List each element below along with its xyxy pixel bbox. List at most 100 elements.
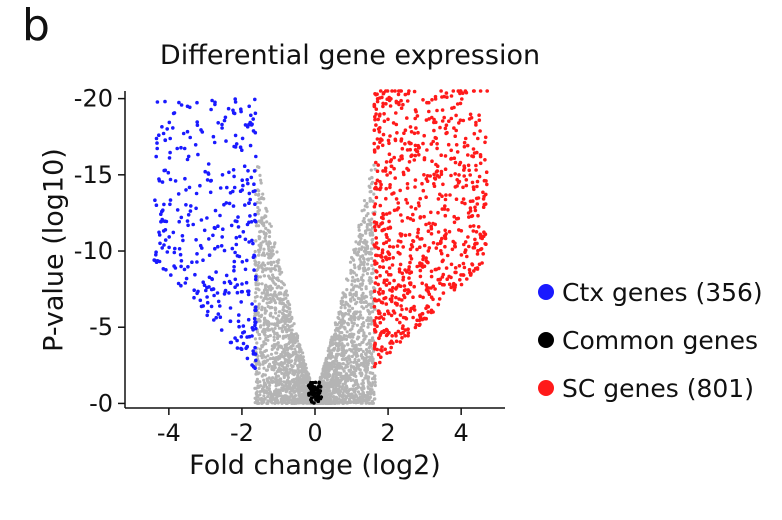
- point-sc: [376, 117, 381, 122]
- point-ctx: [166, 170, 171, 175]
- point-nonsignificant: [253, 386, 257, 390]
- point-sc: [429, 308, 434, 313]
- point-nonsignificant: [276, 341, 280, 345]
- point-nonsignificant: [268, 300, 272, 305]
- point-sc: [372, 364, 377, 369]
- point-nonsignificant: [337, 393, 342, 397]
- point-sc: [444, 123, 449, 127]
- point-nonsignificant: [255, 398, 259, 402]
- point-ctx: [252, 268, 256, 272]
- point-nonsignificant: [258, 201, 262, 205]
- point-sc: [475, 179, 480, 184]
- point-nonsignificant: [344, 311, 348, 316]
- point-sc: [447, 119, 451, 123]
- point-nonsignificant: [257, 253, 261, 257]
- point-nonsignificant: [264, 206, 268, 210]
- point-nonsignificant: [290, 324, 294, 328]
- point-sc: [390, 89, 394, 93]
- point-nonsignificant: [264, 239, 268, 243]
- point-ctx: [229, 223, 234, 228]
- point-nonsignificant: [258, 319, 262, 323]
- point-sc: [379, 182, 383, 187]
- point-nonsignificant: [275, 331, 279, 335]
- point-nonsignificant: [354, 343, 358, 347]
- point-sc: [434, 267, 439, 272]
- point-nonsignificant: [261, 360, 265, 364]
- point-sc: [424, 177, 429, 181]
- point-sc: [393, 89, 397, 93]
- point-sc: [378, 179, 382, 184]
- point-nonsignificant: [331, 365, 335, 369]
- point-ctx: [233, 250, 237, 255]
- point-sc: [394, 287, 398, 291]
- point-nonsignificant: [344, 388, 348, 392]
- point-nonsignificant: [365, 342, 369, 346]
- point-nonsignificant: [368, 332, 372, 336]
- point-nonsignificant: [359, 287, 364, 291]
- point-nonsignificant: [254, 239, 258, 243]
- point-nonsignificant: [277, 345, 281, 349]
- point-ctx: [213, 208, 218, 213]
- point-nonsignificant: [272, 338, 276, 342]
- point-nonsignificant: [342, 320, 347, 324]
- point-nonsignificant: [264, 214, 268, 218]
- point-nonsignificant: [273, 401, 277, 405]
- point-ctx: [218, 315, 223, 320]
- point-sc: [461, 185, 465, 190]
- point-sc: [480, 236, 485, 241]
- point-sc: [449, 173, 453, 178]
- point-nonsignificant: [369, 305, 373, 309]
- point-nonsignificant: [360, 283, 364, 287]
- point-nonsignificant: [351, 324, 355, 328]
- point-nonsignificant: [302, 393, 306, 397]
- point-nonsignificant: [265, 289, 269, 293]
- point-sc: [380, 248, 385, 252]
- point-nonsignificant: [336, 372, 340, 376]
- legend-item-sc: SC genes (801): [538, 364, 763, 412]
- point-nonsignificant: [292, 401, 296, 405]
- point-sc: [413, 185, 417, 189]
- point-sc: [474, 120, 478, 125]
- point-ctx: [250, 302, 254, 306]
- point-nonsignificant: [259, 354, 263, 358]
- point-ctx: [244, 346, 248, 351]
- point-sc: [385, 173, 389, 177]
- point-nonsignificant: [304, 366, 308, 370]
- point-sc: [406, 168, 411, 172]
- point-nonsignificant: [339, 399, 344, 403]
- point-nonsignificant: [255, 370, 259, 374]
- point-nonsignificant: [260, 282, 264, 286]
- point-sc: [379, 348, 383, 352]
- point-nonsignificant: [265, 377, 269, 381]
- point-sc: [410, 306, 414, 311]
- point-sc: [398, 188, 403, 193]
- point-nonsignificant: [359, 255, 363, 259]
- point-nonsignificant: [275, 351, 279, 355]
- point-sc: [427, 100, 431, 105]
- point-nonsignificant: [362, 241, 366, 245]
- point-sc: [390, 289, 394, 293]
- point-ctx: [159, 219, 163, 224]
- point-ctx: [239, 290, 244, 294]
- point-nonsignificant: [372, 375, 376, 379]
- point-sc: [421, 98, 425, 102]
- point-nonsignificant: [258, 393, 262, 397]
- point-nonsignificant: [350, 339, 354, 343]
- point-common: [318, 384, 322, 389]
- point-sc: [408, 217, 413, 221]
- point-nonsignificant: [293, 347, 297, 351]
- point-sc: [387, 141, 391, 146]
- point-nonsignificant: [363, 204, 367, 208]
- point-ctx: [233, 100, 238, 104]
- point-sc: [468, 209, 473, 213]
- point-nonsignificant: [280, 270, 284, 274]
- point-sc: [372, 289, 377, 294]
- point-ctx: [179, 283, 183, 288]
- point-ctx: [184, 203, 188, 207]
- point-nonsignificant: [332, 348, 336, 352]
- point-nonsignificant: [364, 334, 368, 338]
- point-sc: [406, 331, 411, 335]
- point-sc: [382, 112, 386, 116]
- point-nonsignificant: [272, 245, 276, 249]
- point-ctx: [253, 218, 257, 223]
